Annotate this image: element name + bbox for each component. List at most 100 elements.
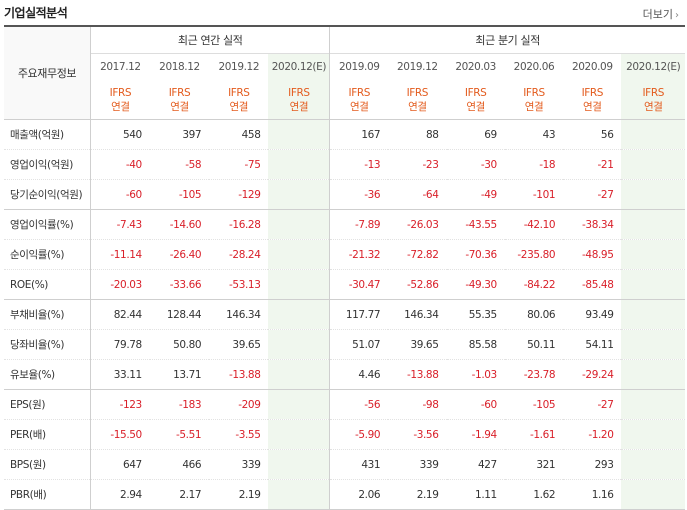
- chevron-right-icon: ›: [675, 10, 679, 21]
- annual-value-cell: 397: [149, 119, 210, 150]
- annual-value-cell: [268, 299, 330, 330]
- quarter-value-cell: [621, 419, 685, 450]
- annual-period-3: 2020.12(E): [268, 53, 330, 80]
- basis-ifrs-label: IFRS: [168, 86, 191, 99]
- quarter-value-cell: -23.78: [504, 359, 564, 390]
- row-header-label: 주요재무정보: [4, 25, 91, 120]
- quarter-value-cell: -30.47: [329, 269, 389, 300]
- annual-value-cell: 466: [149, 449, 210, 480]
- annual-basis-1: IFRS 연결: [150, 80, 209, 120]
- basis-consolidated-label: 연결: [349, 100, 369, 113]
- group-quarter-header: 최근 분기 실적: [329, 25, 685, 54]
- annual-value-cell: -28.24: [209, 239, 269, 270]
- annual-period-0: 2017.12: [90, 53, 150, 80]
- basis-consolidated-label: 연결: [408, 100, 427, 113]
- quarter-value-cell: [621, 209, 685, 240]
- quarter-value-cell: 51.07: [329, 329, 389, 360]
- quarter-value-cell: -43.55: [446, 209, 505, 240]
- quarter-value-cell: [621, 239, 685, 270]
- annual-value-cell: -209: [209, 389, 269, 420]
- basis-ifrs-label: IFRS: [288, 86, 310, 99]
- annual-value-cell: 39.65: [209, 329, 269, 360]
- quarter-value-cell: 427: [446, 449, 505, 480]
- annual-value-cell: 647: [90, 449, 150, 480]
- annual-value-cell: -5.51: [149, 419, 210, 450]
- row-label: 부채비율(%): [4, 299, 91, 330]
- quarter-value-cell: -60: [446, 389, 505, 420]
- table-row: 영업이익률(%) -7.43 -14.60 -16.28 -7.89 -26.03 -43.…: [4, 209, 685, 240]
- annual-basis-3: IFRS 연결: [268, 80, 330, 120]
- annual-value-cell: 82.44: [90, 299, 150, 330]
- quarter-value-cell: -85.48: [563, 269, 622, 300]
- basis-consolidated-label: 연결: [170, 100, 189, 113]
- annual-value-cell: -123: [90, 389, 150, 420]
- quarter-value-cell: -38.34: [563, 209, 622, 240]
- quarter-period-5: 2020.12(E): [621, 53, 685, 80]
- quarter-basis-3: IFRS 연결: [505, 80, 563, 120]
- more-label: 더보기: [642, 8, 673, 21]
- quarter-value-cell: 4.46: [329, 359, 389, 390]
- quarter-value-cell: -1.61: [504, 419, 564, 450]
- annual-value-cell: 339: [209, 449, 269, 480]
- quarter-value-cell: 431: [329, 449, 389, 480]
- quarter-value-cell: 80.06: [504, 299, 564, 330]
- basis-ifrs-label: IFRS: [642, 86, 664, 99]
- more-link[interactable]: 더보기 ›: [643, 6, 679, 22]
- quarter-basis-1: IFRS 연결: [388, 80, 446, 120]
- annual-value-cell: 458: [209, 119, 269, 150]
- annual-value-cell: [268, 149, 330, 180]
- quarter-value-cell: -72.82: [388, 239, 447, 270]
- quarter-value-cell: -13: [329, 149, 389, 180]
- basis-ifrs-label: IFRS: [348, 86, 371, 99]
- table-row: PER(배) -15.50 -5.51 -3.55 -5.90 -3.56 -1.94 -1.…: [4, 419, 685, 450]
- table-row: 영업이익(억원) -40 -58 -75 -13 -23 -30 -18 -21: [4, 149, 685, 180]
- quarter-value-cell: -21: [563, 149, 622, 180]
- annual-value-cell: -15.50: [90, 419, 150, 450]
- annual-basis-0: IFRS 연결: [91, 80, 150, 120]
- quarter-value-cell: -49.30: [446, 269, 505, 300]
- row-label: 당좌비율(%): [4, 329, 91, 360]
- annual-value-cell: 79.78: [90, 329, 150, 360]
- basis-consolidated-label: 연결: [643, 100, 663, 113]
- basis-consolidated-label: 연결: [466, 100, 485, 113]
- basis-consolidated-label: 연결: [289, 100, 309, 113]
- annual-period-2: 2019.12: [209, 53, 269, 80]
- annual-value-cell: -183: [149, 389, 210, 420]
- quarter-value-cell: 293: [563, 449, 622, 480]
- annual-value-cell: -53.13: [209, 269, 269, 300]
- quarter-value-cell: -1.03: [446, 359, 505, 390]
- quarter-value-cell: [621, 149, 685, 180]
- row-label: 영업이익(억원): [4, 149, 91, 180]
- quarter-value-cell: 321: [504, 449, 564, 480]
- basis-ifrs-label: IFRS: [406, 86, 429, 99]
- quarter-value-cell: 1.62: [504, 479, 564, 510]
- quarter-value-cell: 167: [329, 119, 389, 150]
- basis-ifrs-label: IFRS: [109, 86, 132, 99]
- quarter-period-2: 2020.03: [446, 53, 505, 80]
- quarter-value-cell: 50.11: [504, 329, 564, 360]
- annual-value-cell: -60: [90, 179, 150, 210]
- quarter-value-cell: -26.03: [388, 209, 447, 240]
- annual-value-cell: [268, 449, 330, 480]
- quarter-value-cell: -5.90: [329, 419, 389, 450]
- annual-value-cell: 13.71: [149, 359, 210, 390]
- quarter-value-cell: 88: [388, 119, 447, 150]
- annual-value-cell: 146.34: [209, 299, 269, 330]
- row-label: 당기순이익(억원): [4, 179, 91, 210]
- table-row: 당기순이익(억원) -60 -105 -129 -36 -64 -49 -101 -27: [4, 179, 685, 210]
- quarter-value-cell: [621, 359, 685, 390]
- table-row: 순이익률(%) -11.14 -26.40 -28.24 -21.32 -72.82 -70…: [4, 239, 685, 270]
- annual-value-cell: -129: [209, 179, 269, 210]
- annual-value-cell: [268, 479, 330, 510]
- basis-consolidated-label: 연결: [111, 100, 130, 113]
- quarter-value-cell: 56: [563, 119, 622, 150]
- row-label: EPS(원): [4, 389, 91, 420]
- quarter-value-cell: [621, 389, 685, 420]
- annual-value-cell: -14.60: [149, 209, 210, 240]
- quarter-period-0: 2019.09: [329, 53, 389, 80]
- quarter-value-cell: -18: [504, 149, 564, 180]
- basis-consolidated-label: 연결: [583, 100, 602, 113]
- annual-value-cell: 33.11: [90, 359, 150, 390]
- quarter-value-cell: -56: [329, 389, 389, 420]
- row-label: 영업이익률(%): [4, 209, 91, 240]
